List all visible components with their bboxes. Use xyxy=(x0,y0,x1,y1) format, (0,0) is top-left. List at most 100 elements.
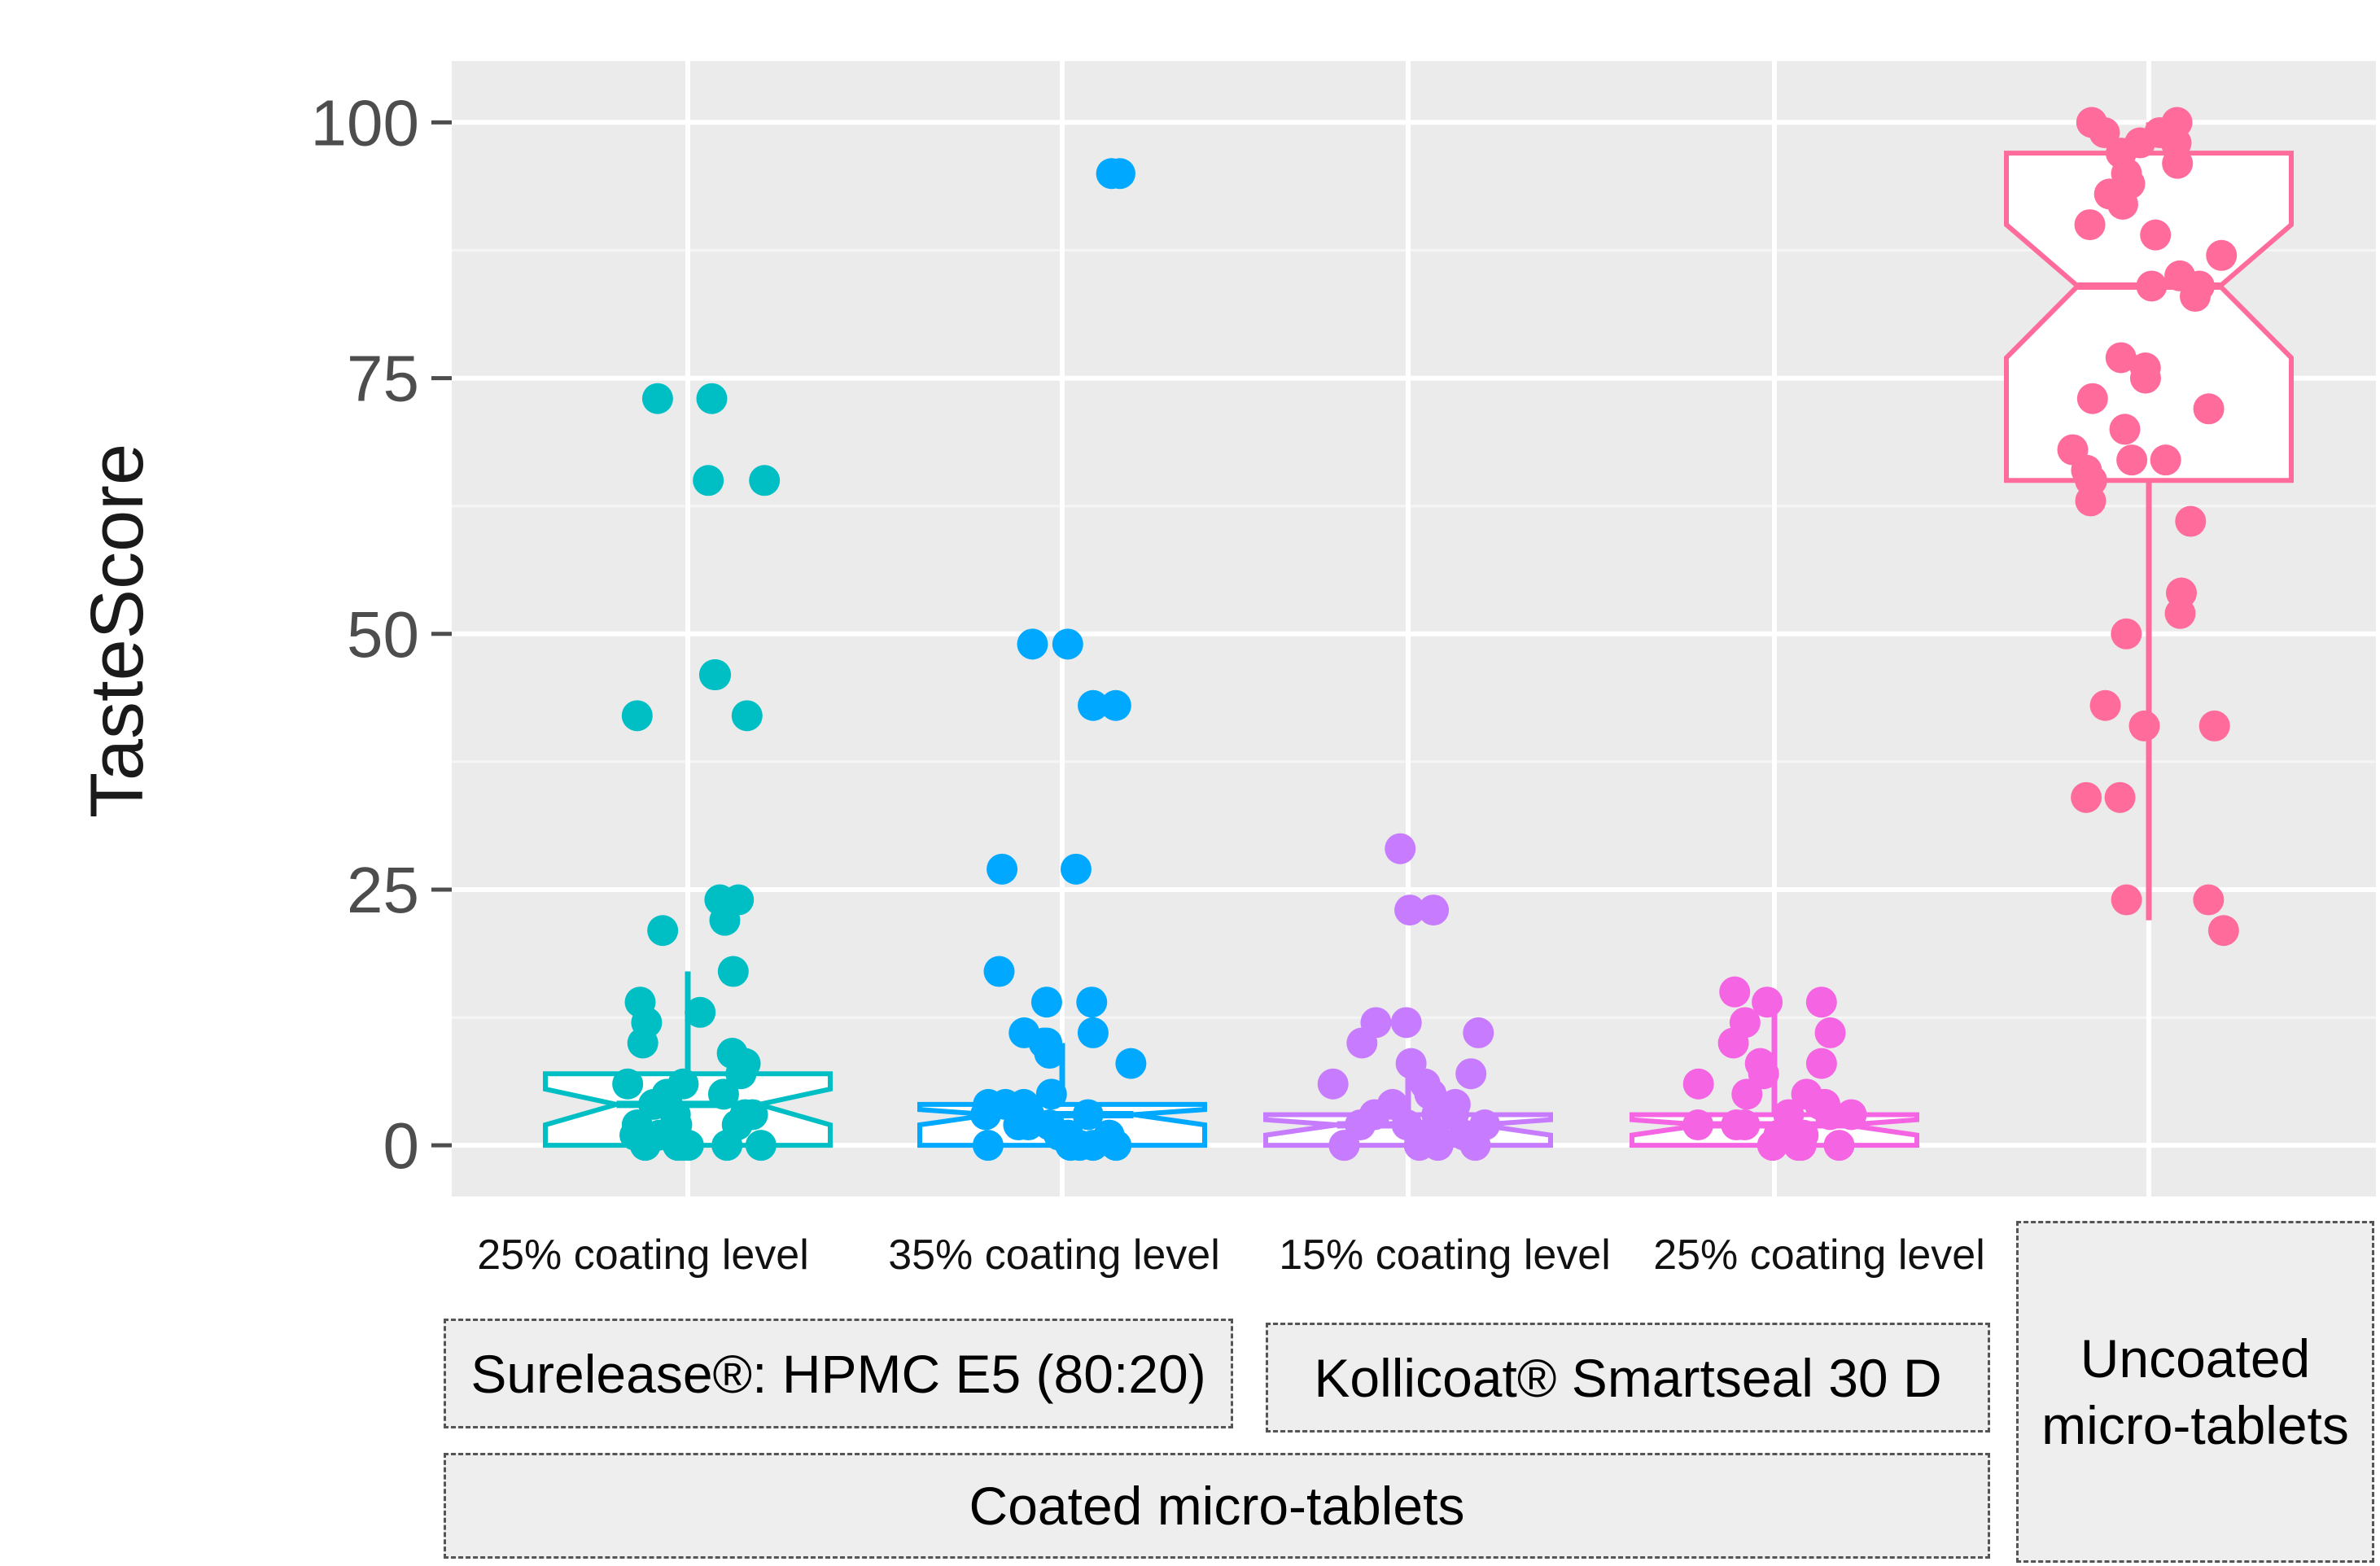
data-point xyxy=(1346,1027,1378,1059)
data-point xyxy=(2180,281,2212,313)
data-point xyxy=(698,659,730,691)
data-point xyxy=(2193,884,2225,916)
data-point xyxy=(1072,1099,1104,1131)
data-point xyxy=(2136,270,2168,302)
data-point xyxy=(693,465,724,496)
data-point xyxy=(2075,485,2107,517)
data-point xyxy=(1752,986,1783,1018)
data-point xyxy=(1757,1130,1788,1161)
data-point xyxy=(1328,1130,1360,1161)
data-point xyxy=(1835,1099,1867,1131)
data-point xyxy=(745,1130,777,1161)
data-point xyxy=(2198,710,2230,741)
data-point xyxy=(717,956,749,987)
data-point xyxy=(1003,1109,1035,1141)
data-point xyxy=(1805,1048,1837,1079)
data-point xyxy=(1055,1130,1087,1161)
data-point xyxy=(2107,188,2138,220)
data-point xyxy=(749,465,781,496)
data-point xyxy=(1077,1017,1109,1048)
data-point xyxy=(641,383,673,414)
data-point xyxy=(1078,689,1109,721)
data-point xyxy=(2175,505,2207,537)
data-point xyxy=(629,1130,661,1161)
group-label-uncoated: Uncoated micro-tablets xyxy=(2016,1221,2374,1563)
data-point xyxy=(1682,1109,1714,1141)
data-point xyxy=(2104,781,2136,813)
data-point xyxy=(2207,915,2239,947)
data-point xyxy=(1731,1078,1763,1110)
data-point xyxy=(2140,219,2172,251)
data-point xyxy=(731,700,763,732)
data-point xyxy=(2074,209,2106,241)
data-point xyxy=(983,956,1015,987)
data-point xyxy=(2128,710,2160,741)
y-tick-label: 75 xyxy=(347,343,419,415)
group-label-coated: Coated micro-tablets xyxy=(444,1453,1990,1559)
data-point xyxy=(1100,1130,1132,1161)
data-point xyxy=(707,1078,739,1110)
data-point xyxy=(1096,158,1127,190)
data-point xyxy=(647,915,679,947)
data-point xyxy=(972,1130,1004,1161)
data-point xyxy=(1418,895,1450,926)
data-point xyxy=(1814,1017,1846,1048)
notched-box xyxy=(2004,151,2294,483)
data-point xyxy=(1422,1130,1454,1161)
data-point xyxy=(1814,1099,1846,1131)
data-point xyxy=(2111,884,2142,916)
data-point xyxy=(2164,597,2196,629)
y-tick-label: 0 xyxy=(383,1109,420,1182)
group-label-kollicoat: Kollicoat® Smartseal 30 D xyxy=(1266,1323,1990,1433)
data-point xyxy=(1717,1027,1749,1059)
data-point xyxy=(1385,833,1416,864)
data-point xyxy=(2162,147,2194,179)
data-point xyxy=(1390,1007,1422,1039)
data-point xyxy=(2193,393,2225,425)
data-point xyxy=(2089,116,2120,148)
data-point xyxy=(1034,1038,1065,1070)
y-axis: 0 25 50 75 100 xyxy=(311,86,452,1182)
data-point xyxy=(1077,1130,1109,1161)
data-point xyxy=(2089,689,2121,721)
data-point xyxy=(725,1058,757,1090)
data-point xyxy=(1317,1068,1349,1100)
data-point xyxy=(1394,895,1426,926)
data-point xyxy=(1017,628,1048,660)
data-point xyxy=(1455,1058,1487,1090)
data-point xyxy=(2206,239,2238,271)
data-point xyxy=(2116,444,2148,476)
data-point xyxy=(685,996,716,1028)
data-point xyxy=(1682,1068,1714,1100)
data-point xyxy=(2150,444,2181,476)
data-point xyxy=(1030,986,1062,1018)
data-point xyxy=(709,904,741,936)
data-point xyxy=(987,853,1018,885)
data-point xyxy=(2076,383,2108,414)
data-point xyxy=(970,1099,1002,1131)
y-tick-label: 25 xyxy=(347,854,419,926)
data-point xyxy=(1100,689,1131,721)
data-point xyxy=(1823,1130,1855,1161)
group-label-surelease: Surelease®: HPMC E5 (80:20) xyxy=(444,1319,1233,1428)
data-point xyxy=(1805,986,1837,1018)
x-tick-label-2: 35% coating level xyxy=(888,1231,1220,1279)
jitter-points xyxy=(612,107,2239,1161)
data-point xyxy=(621,700,653,732)
data-point xyxy=(2105,342,2137,374)
data-point xyxy=(1719,976,1751,1008)
data-point xyxy=(1783,1130,1814,1161)
x-tick-label-4: 25% coating level xyxy=(1653,1231,1985,1279)
data-point xyxy=(2109,413,2141,445)
data-point xyxy=(696,383,728,414)
data-point xyxy=(1459,1130,1491,1161)
x-tick-label-3: 15% coating level xyxy=(1279,1231,1611,1279)
y-axis-title: TasteScore xyxy=(76,444,159,818)
data-point xyxy=(612,1068,644,1100)
data-point xyxy=(1076,986,1108,1018)
x-tick-label-1: 25% coating level xyxy=(477,1231,809,1279)
data-point xyxy=(1115,1048,1147,1079)
data-point xyxy=(1748,1058,1779,1090)
y-tick-label: 100 xyxy=(311,86,419,159)
